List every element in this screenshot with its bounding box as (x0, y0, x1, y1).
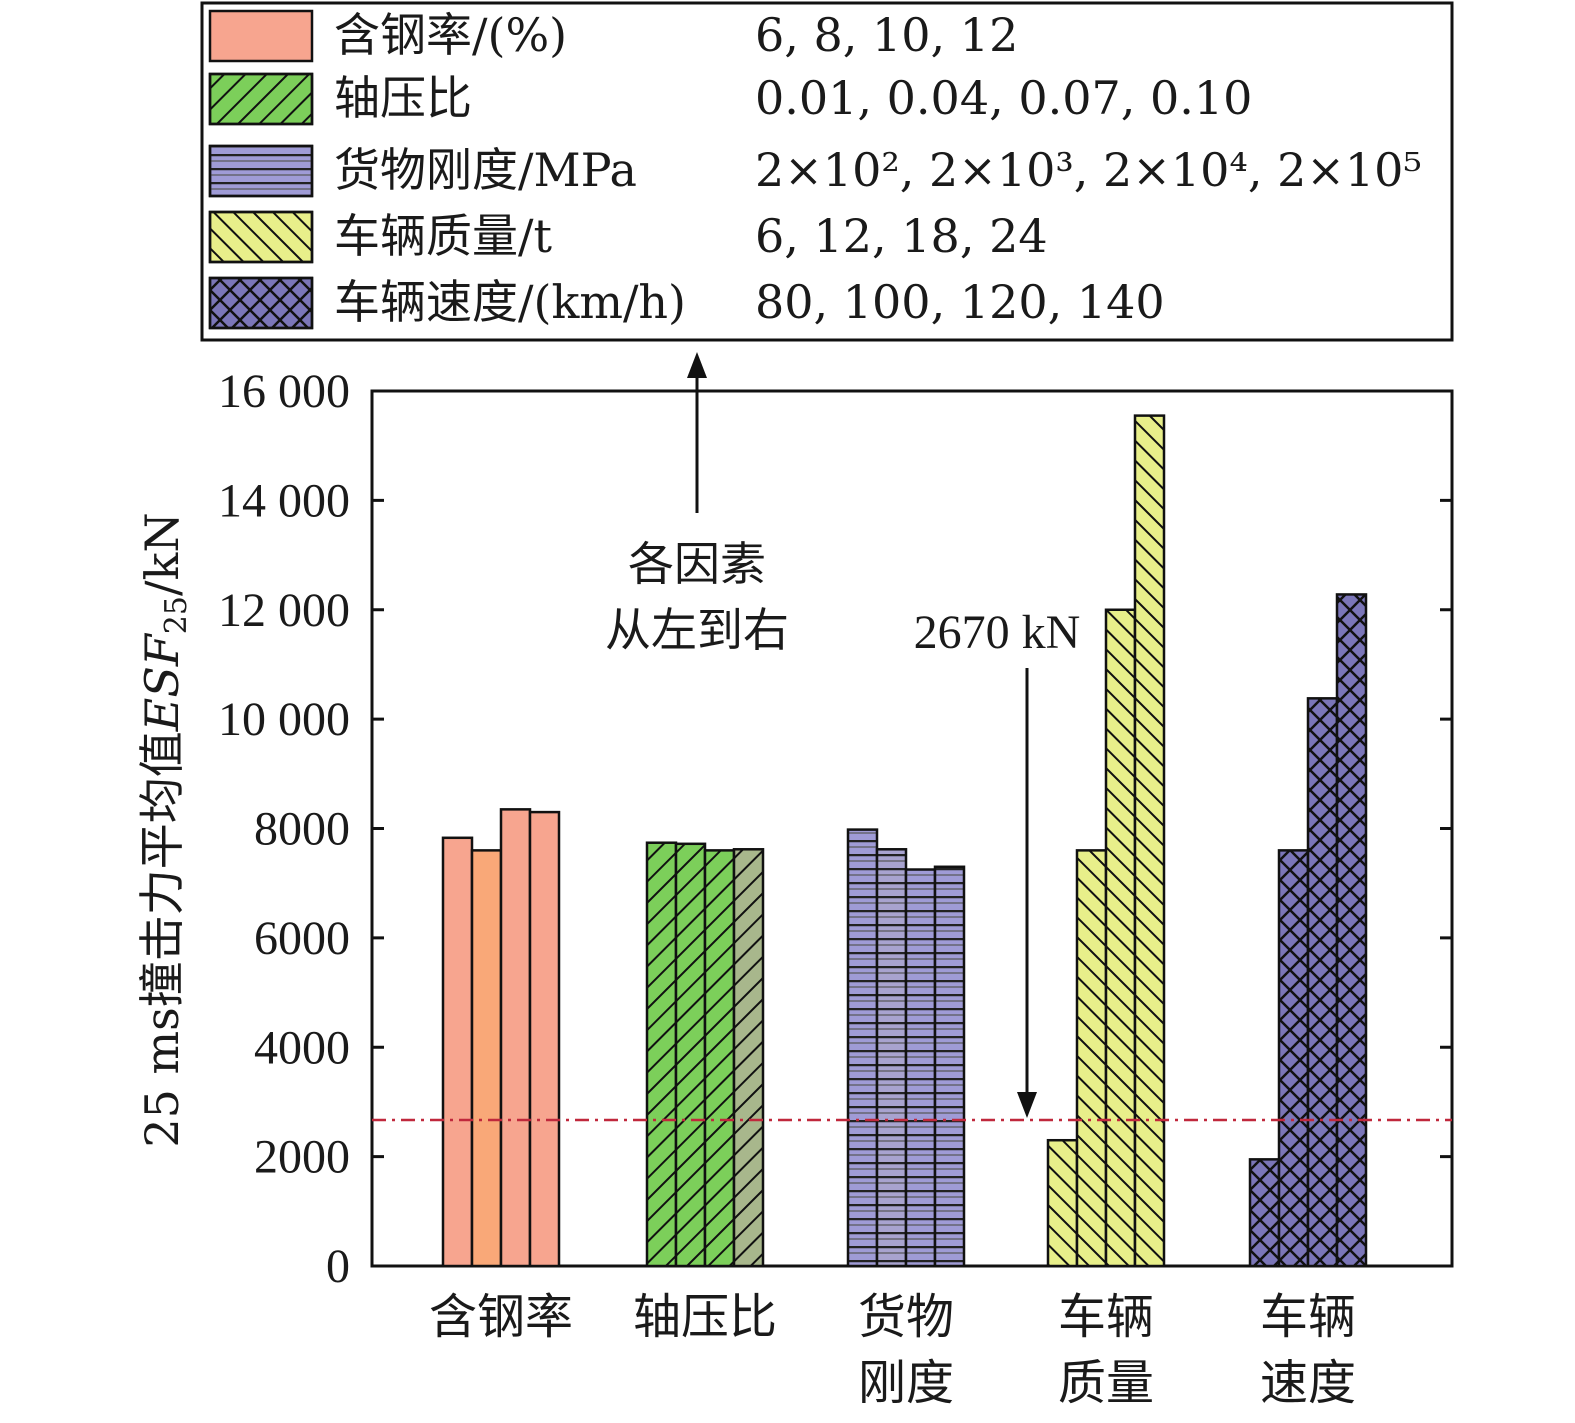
y-tick-label: 0 (326, 1240, 350, 1293)
y-axis-label: 25 ms撞击力平均值ESF25/kN (135, 512, 194, 1147)
bar-outline (933, 865, 966, 1268)
legend-values-mass: 6, 12, 18, 24 (755, 209, 1048, 263)
reference-arrow-head (1017, 1091, 1037, 1118)
legend-name-speed: 车辆速度/(km/h) (334, 275, 686, 329)
x-category-label-mass: 车辆 (1058, 1289, 1154, 1345)
bars-layer (441, 414, 1368, 1268)
bar-steel-1 (441, 836, 474, 1268)
bar-hatch (1337, 594, 1366, 1266)
legend-swatch-hatch (208, 72, 314, 126)
bar-cargo-4 (933, 865, 966, 1268)
bar-outline (1133, 414, 1166, 1268)
legend-values-cargo: 2×10², 2×10³, 2×10⁴, 2×10⁵ (755, 143, 1422, 197)
legend-values-speed: 80, 100, 120, 140 (755, 275, 1165, 329)
x-category-label-mass: 质量 (1058, 1355, 1154, 1411)
bar-fill (472, 850, 501, 1266)
bar-mass-2 (1075, 849, 1108, 1268)
x-category-label-cargo: 刚度 (858, 1355, 954, 1411)
x-category-label-axial: 轴压比 (633, 1289, 777, 1345)
bar-hatch (877, 849, 906, 1266)
y-axis-label-part: 25 ms撞击力平均值 (135, 731, 189, 1147)
bar-speed-2 (1277, 849, 1310, 1268)
x-category-label-speed: 车辆 (1260, 1289, 1356, 1345)
bar-hatch (1135, 415, 1164, 1266)
legend-swatch-fill (208, 9, 314, 63)
bar-hatch (734, 849, 763, 1266)
legend-swatch-hatch (208, 210, 314, 264)
bar-hatch (906, 869, 935, 1266)
bar-hatch (848, 829, 877, 1266)
bar-mass-3 (1104, 608, 1137, 1268)
y-tick-label: 4000 (254, 1021, 350, 1074)
annotation-text: 从左到右 (605, 603, 789, 657)
legend-swatch-axial (208, 72, 314, 126)
y-axis-label-part: /kN (135, 512, 189, 596)
legend: 含钢率/(%) 6, 8, 10, 12 轴压比 0.01, 0.04, 0.07, … (200, 1, 1454, 342)
y-tick-label: 2000 (254, 1131, 350, 1184)
bar-axial-1 (645, 841, 678, 1268)
y-tick-label: 8000 (254, 803, 350, 856)
bar-outline (1335, 593, 1368, 1268)
y-axis: 0 2000 4000 6000 8000 10 000 12 000 14 000 16 00… (218, 365, 1452, 1293)
bar-axial-2 (674, 842, 707, 1268)
legend-box (200, 1, 1454, 342)
bar-steel-2 (470, 849, 503, 1268)
y-axis-label-part: 25 (159, 596, 194, 634)
x-category-label-steel: 含钢率 (429, 1289, 573, 1345)
legend-swatch-cargo (208, 144, 314, 198)
legend-values-axial: 0.01, 0.04, 0.07, 0.10 (755, 71, 1252, 125)
bar-hatch (1279, 850, 1308, 1266)
bar-steel-4 (528, 810, 561, 1268)
x-category-label-cargo: 货物 (858, 1289, 954, 1345)
bar-hatch (1308, 698, 1337, 1266)
bar-outline (528, 810, 561, 1268)
reference-line-label: 2670 kN (914, 606, 1081, 659)
bar-hatch (676, 843, 705, 1266)
legend-name-mass: 车辆质量/t (334, 209, 552, 263)
bar-cargo-3 (904, 868, 937, 1268)
legend-name-cargo: 货物刚度/MPa (334, 143, 637, 197)
y-tick-label: 10 000 (218, 693, 350, 746)
bar-mass-1 (1046, 1138, 1079, 1268)
bar-fill (443, 837, 472, 1266)
bar-hatch (935, 866, 964, 1266)
y-tick-label: 16 000 (218, 365, 350, 418)
legend-name-steel: 含钢率/(%) (334, 8, 567, 62)
x-category-label-speed: 速度 (1260, 1355, 1356, 1411)
bar-hatch (1077, 850, 1106, 1266)
legend-swatch-hatch (208, 144, 314, 198)
bar-speed-3 (1306, 697, 1339, 1268)
legend-swatch-steel (208, 9, 314, 63)
bar-mass-4 (1133, 414, 1166, 1268)
bar-hatch (705, 850, 734, 1266)
bar-axial-3 (703, 849, 736, 1268)
bar-steel-3 (499, 808, 532, 1268)
bar-speed-4 (1335, 593, 1368, 1268)
x-axis: 含钢率 轴压比 货物刚度 车辆质量 车辆速度 (429, 1289, 1356, 1411)
legend-swatch-mass (208, 210, 314, 264)
y-axis-label-part: ESF (135, 632, 189, 732)
y-tick-label: 6000 (254, 912, 350, 965)
bar-fill (501, 809, 530, 1266)
bar-hatch (1106, 609, 1135, 1266)
legend-swatch-hatch (208, 276, 314, 330)
bar-hatch (647, 842, 676, 1266)
annotation-arrow-up-head (687, 352, 707, 378)
bar-hatch (1250, 1159, 1279, 1266)
legend-swatch-speed (208, 276, 314, 330)
bar-speed-1 (1248, 1158, 1281, 1268)
y-tick-label: 12 000 (218, 584, 350, 637)
legend-values-steel: 6, 8, 10, 12 (755, 8, 1018, 62)
bar-hatch (1048, 1140, 1077, 1266)
bar-cargo-2 (875, 848, 908, 1268)
annotation-text: 各因素 (628, 537, 766, 591)
bar-cargo-1 (846, 828, 879, 1268)
bar-axial-4 (732, 848, 765, 1268)
y-tick-label: 14 000 (218, 474, 350, 527)
bar-fill (530, 812, 559, 1266)
legend-name-axial: 轴压比 (334, 71, 472, 125)
bar-outline (732, 848, 765, 1268)
